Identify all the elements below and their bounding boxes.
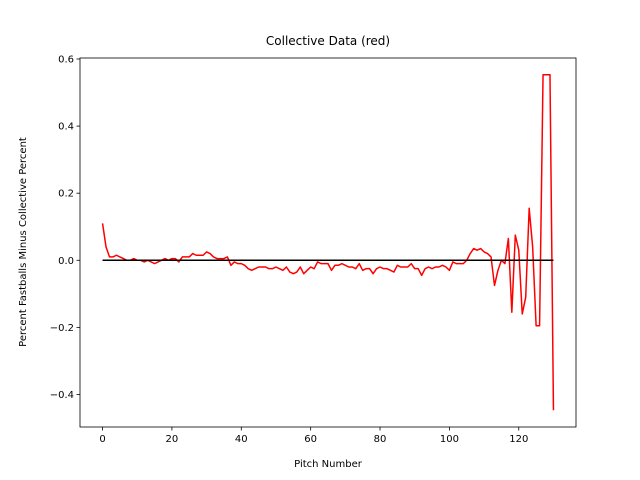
data-line xyxy=(101,74,555,411)
y-tick-label: 0.2 xyxy=(58,189,74,200)
x-tick-label: 0 xyxy=(99,434,105,445)
y-tick-label: 0.0 xyxy=(58,256,74,267)
plot-frame xyxy=(79,57,577,428)
x-tick-label: 60 xyxy=(304,434,317,445)
y-tick-label: 0.6 xyxy=(58,55,74,66)
y-axis-label: Percent Fastballs Minus Collective Perce… xyxy=(18,137,29,347)
chart-title: Collective Data (red) xyxy=(266,34,390,48)
x-tick-label: 80 xyxy=(374,434,387,445)
x-tick-label: 20 xyxy=(166,434,179,445)
x-tick-label: 40 xyxy=(235,434,248,445)
x-tick-label: 100 xyxy=(440,434,459,445)
y-tick-label: −0.2 xyxy=(50,323,74,334)
x-axis-label: Pitch Number xyxy=(294,459,363,470)
y-tick-label: 0.4 xyxy=(58,122,74,133)
x-tick-label: 120 xyxy=(509,434,528,445)
y-tick-label: −0.4 xyxy=(50,390,74,401)
